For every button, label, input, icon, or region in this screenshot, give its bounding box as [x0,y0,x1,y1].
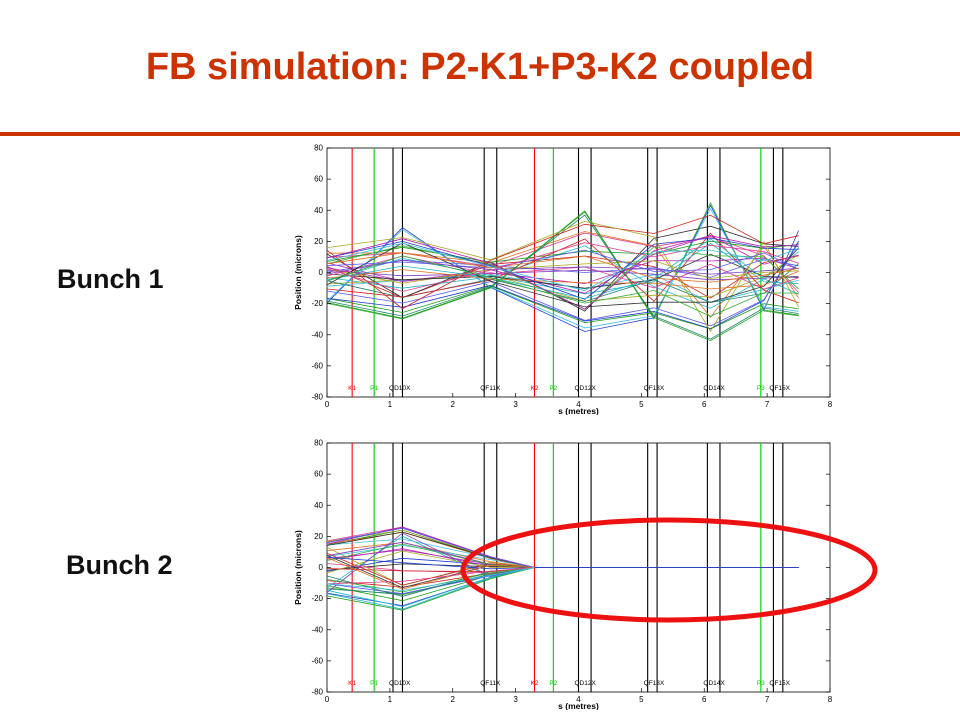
marker-label-k2: K2 [530,680,538,687]
y-tick-label: -20 [311,299,323,308]
x-tick-label: 7 [765,400,770,409]
trajectory-line [326,285,799,330]
x-tick-label: 5 [639,400,644,409]
trajectory-line [326,232,799,304]
trajectory-line [326,207,799,329]
y-tick-label: 40 [314,501,323,510]
x-tick-label: 3 [513,400,518,409]
y-tick-label: 60 [314,470,323,479]
bunch-2-label: Bunch 2 [66,550,173,580]
title-underline [0,132,960,136]
trajectory-line [326,235,799,310]
trajectory-line [326,240,799,330]
trajectory-line [326,249,799,272]
marker-label-k1: K1 [348,385,356,392]
marker-label-k2: K2 [530,385,538,392]
y-tick-label: 0 [319,563,324,572]
x-tick-label: 4 [576,695,581,704]
bunch-1-label: Bunch 1 [57,264,164,294]
trajectory-line [326,260,799,284]
x-tick-label: 3 [513,695,518,704]
y-tick-label: 80 [314,144,323,153]
marker-label-qf15x: QF15X [769,385,790,392]
trajectory-line [326,240,799,263]
y-axis-label: Position (microns) [293,235,303,310]
trajectory-line [326,269,799,290]
bunch-1-trajectory-plot: K1 P1 QD10X QF11X K2 P2 QD12X QF13X QD14X P3 QF15X… [293,144,833,416]
x-axis-label: s (metres) [558,701,599,710]
y-tick-label: -60 [311,656,323,665]
x-tick-label: 4 [576,400,581,409]
marker-label-p1: P1 [370,680,378,687]
x-tick-label: 0 [325,400,330,409]
x-tick-label: 0 [325,695,330,704]
x-tick-label: 2 [451,400,456,409]
y-tick-label: 20 [314,237,323,246]
x-tick-label: 1 [388,695,393,704]
trajectory-line [326,231,799,319]
y-tick-label: -80 [311,688,323,697]
marker-label-p3: P3 [757,680,765,687]
y-axis-label: Position (microns) [293,530,303,605]
marker-label-k1: K1 [348,680,356,687]
trajectory-line [326,242,799,327]
x-tick-label: 7 [765,695,770,704]
y-tick-label: 40 [314,206,323,215]
marker-label-qf11x: QF11X [480,385,501,392]
y-tick-label: -40 [311,330,323,339]
trajectory-line [326,211,799,342]
x-tick-label: 2 [451,695,456,704]
marker-label-qd10x: QD10X [389,385,411,392]
trajectory-line [326,238,799,300]
y-tick-label: -80 [311,393,323,402]
trajectory-line [326,253,799,289]
x-axis-label: s (metres) [558,406,599,415]
trajectory-line [326,225,799,312]
marker-label-p2: P2 [549,680,557,687]
trajectory-line [326,237,799,300]
trajectory-line [326,242,799,292]
x-tick-label: 8 [828,400,833,409]
marker-label-qd12x: QD12X [575,385,597,392]
y-tick-label: 60 [314,175,323,184]
trajectory-line [326,242,799,308]
trajectory-line [326,214,799,340]
y-tick-label: -60 [311,361,323,370]
trajectory-line [326,242,799,292]
y-tick-label: 80 [314,439,323,448]
marker-label-qd14x: QD14X [703,385,725,392]
marker-label-qf13x: QF13X [644,385,665,392]
y-tick-label: -40 [311,625,323,634]
y-tick-label: -20 [311,594,323,603]
marker-label-qf11x: QF11X [480,680,501,687]
marker-label-qd14x: QD14X [703,680,725,687]
slide-title: FB simulation: P2-K1+P3-K2 coupled [145,46,815,88]
marker-label-qf13x: QF13X [644,680,665,687]
trajectory-line [326,255,799,317]
y-tick-label: 0 [319,268,324,277]
marker-label-p1: P1 [370,385,378,392]
x-tick-label: 1 [388,400,393,409]
trajectory-line [326,252,799,283]
trajectory-line [326,220,799,333]
marker-label-qf15x: QF15X [769,680,790,687]
x-tick-label: 6 [702,400,707,409]
y-tick-label: 20 [314,532,323,541]
marker-label-qd12x: QD12X [575,680,597,687]
trajectory-line [326,242,799,295]
x-tick-label: 6 [702,695,707,704]
bunch-2-trajectory-plot: K1 P1 QD10X QF11X K2 P2 QD12X QF13X QD14X P3 QF15X… [293,439,833,711]
trajectory-line [326,259,799,275]
marker-label-qd10x: QD10X [389,680,411,687]
marker-label-p3: P3 [757,385,765,392]
marker-label-p2: P2 [549,385,557,392]
x-tick-label: 8 [828,695,833,704]
x-tick-label: 5 [639,695,644,704]
